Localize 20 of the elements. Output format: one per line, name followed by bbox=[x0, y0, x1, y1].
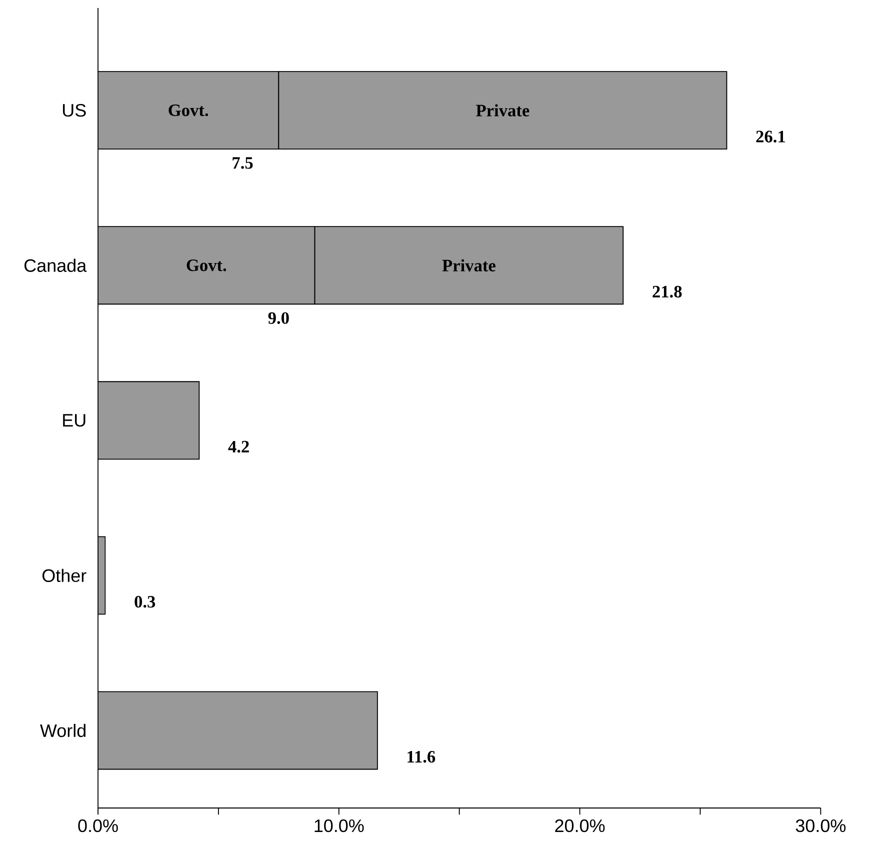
total-label: 26.1 bbox=[756, 130, 785, 143]
series-label: Private bbox=[442, 259, 496, 272]
y-tick-label: Canada bbox=[24, 258, 87, 272]
data-label: 7.5 bbox=[232, 157, 253, 169]
text: Private bbox=[476, 104, 530, 116]
series-label: Govt. bbox=[186, 259, 226, 272]
text: Govt. bbox=[168, 104, 208, 116]
total-label: 21.8 bbox=[652, 286, 682, 298]
y-tick-label: EU bbox=[63, 414, 86, 427]
y-tick-label: US bbox=[63, 104, 86, 117]
total-label: 11.6 bbox=[408, 750, 436, 763]
total-label: 4.2 bbox=[228, 440, 249, 453]
total-label: 0.3 bbox=[134, 596, 156, 608]
y-tick-label: Other bbox=[42, 568, 86, 582]
x-tick-label: 0.0% bbox=[78, 819, 118, 832]
data-label: 9.0 bbox=[268, 312, 289, 324]
x-tick-label: 30.0% bbox=[796, 819, 846, 832]
x-tick-label: 20.0% bbox=[555, 819, 605, 832]
x-tick-label: 10.0% bbox=[314, 819, 364, 832]
y-tick-label: World bbox=[40, 724, 86, 738]
